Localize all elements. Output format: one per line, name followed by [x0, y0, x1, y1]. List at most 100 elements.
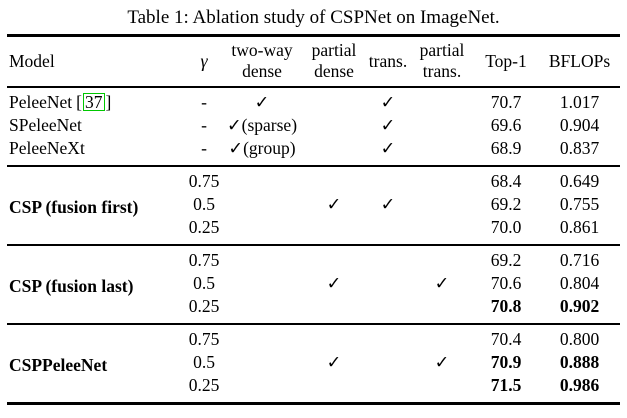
- table-row: SPeleeNet - ✓(sparse) ✓ 69.6 0.904: [7, 114, 620, 137]
- cell-gamma: 0.5: [193, 273, 215, 293]
- cell-partial-trans: [411, 245, 473, 272]
- cell-gamma: 0.75: [188, 329, 220, 349]
- cell-partial-dense: [303, 324, 365, 351]
- cell-top1: 71.5: [490, 375, 522, 395]
- table-row: CSP (fusion first) 0.75 68.4 0.649: [7, 166, 620, 217]
- cell-model: SPeleeNet: [9, 115, 82, 135]
- cell-top1: 68.9: [490, 138, 522, 158]
- cell-top1: 70.6: [490, 273, 522, 293]
- cell-bflops: 0.755: [559, 194, 600, 214]
- cell-trans: [365, 216, 411, 245]
- col-header-partial-trans: partial trans.: [419, 40, 465, 81]
- cell-bflops: 1.017: [559, 92, 600, 112]
- cell-partial-dense: ✓: [326, 352, 342, 372]
- cell-trans: ✓: [380, 194, 396, 214]
- col-header-two-way-dense: two-way dense: [231, 40, 293, 81]
- cell-gamma: 0.25: [188, 296, 220, 316]
- cell-bflops: 0.716: [559, 250, 600, 270]
- table-row: CSPPeleeNet 0.75 70.4 0.800: [7, 324, 620, 375]
- col-header-gamma: γ: [200, 50, 208, 71]
- col-header-trans: trans.: [368, 50, 408, 71]
- cell-gamma: 0.25: [188, 375, 220, 395]
- col-header-top1: Top-1: [485, 50, 527, 71]
- cell-two-way-dense: [221, 166, 303, 193]
- col-header-model: Model: [9, 50, 55, 71]
- table-row: PeleeNeXt - ✓(group) ✓ 68.9 0.837: [7, 137, 620, 166]
- cell-top1: 70.8: [490, 296, 522, 316]
- cell-bflops: 0.804: [559, 273, 600, 293]
- cell-two-way-dense: [221, 193, 303, 216]
- cell-partial-trans: [411, 193, 473, 216]
- cell-bflops: 0.861: [559, 217, 600, 237]
- cell-two-way-dense: ✓(sparse): [226, 115, 298, 135]
- cell-partial-dense: [303, 114, 365, 137]
- citation-link[interactable]: [37]: [76, 92, 111, 112]
- table-row: CSP (fusion last) 0.75 69.2 0.716: [7, 245, 620, 296]
- cell-trans: [365, 245, 411, 272]
- cell-top1: 68.4: [490, 171, 522, 191]
- table-row: 0.25 71.5 0.986: [7, 374, 620, 404]
- group-baselines: PeleeNet[37] - ✓ ✓ 70.7 1.017 SPeleeNet …: [7, 87, 620, 166]
- cell-two-way-dense: ✓: [254, 92, 270, 112]
- cell-gamma: 0.5: [193, 194, 215, 214]
- col-header-bflops: BFLOPs: [548, 50, 611, 71]
- table-row: PeleeNet[37] - ✓ ✓ 70.7 1.017: [7, 87, 620, 114]
- cell-partial-dense: [303, 374, 365, 404]
- cell-bflops: 0.904: [559, 115, 600, 135]
- cell-top1: 70.4: [490, 329, 522, 349]
- cell-gamma: 0.75: [188, 250, 220, 270]
- model-name: PeleeNet: [9, 92, 73, 112]
- cell-model-group: CSP (fusion last): [9, 275, 134, 296]
- cell-trans: [365, 272, 411, 295]
- cell-partial-dense: [303, 216, 365, 245]
- cell-partial-trans: ✓: [434, 273, 450, 293]
- cell-partial-trans: [411, 374, 473, 404]
- cell-bflops: 0.888: [559, 352, 600, 372]
- cell-partial-dense: [303, 245, 365, 272]
- cell-partial-trans: [411, 166, 473, 193]
- cell-partial-dense: [303, 295, 365, 324]
- cell-partial-dense: ✓: [326, 194, 342, 214]
- group-csp-fusion-last: CSP (fusion last) 0.75 69.2 0.716 0.5 ✓ …: [7, 245, 620, 324]
- cell-model-group: CSPPeleeNet: [9, 354, 108, 375]
- cell-two-way-dense: [221, 216, 303, 245]
- cell-bflops: 0.837: [559, 138, 600, 158]
- cell-model-group: CSP (fusion first): [9, 196, 139, 217]
- cell-partial-dense: [303, 87, 365, 114]
- cell-gamma: 0.5: [193, 352, 215, 372]
- cell-partial-trans: [411, 87, 473, 114]
- cell-two-way-dense: [221, 324, 303, 351]
- cite-bracket-close: ]: [105, 92, 112, 112]
- table-row: 0.5 ✓ ✓ 70.6 0.804: [7, 272, 620, 295]
- cell-gamma: 0.75: [188, 171, 220, 191]
- cell-two-way-dense: ✓(group): [228, 138, 296, 158]
- cell-gamma: -: [201, 115, 207, 135]
- cell-top1: 70.7: [490, 92, 522, 112]
- cell-partial-dense: [303, 166, 365, 193]
- cell-bflops: 0.986: [559, 375, 600, 395]
- cell-trans: ✓: [380, 138, 396, 158]
- cell-two-way-dense: [221, 374, 303, 404]
- group-csp-fusion-first: CSP (fusion first) 0.75 68.4 0.649 0.5 ✓…: [7, 166, 620, 245]
- cell-bflops: 0.800: [559, 329, 600, 349]
- cell-partial-trans: [411, 216, 473, 245]
- cite-bracket-open: [: [76, 92, 82, 112]
- table-row: 0.25 70.8 0.902: [7, 295, 620, 324]
- cell-top1: 69.2: [490, 194, 522, 214]
- group-csppeleenet: CSPPeleeNet 0.75 70.4 0.800 0.5 ✓ ✓ 70.9…: [7, 324, 620, 404]
- cell-gamma: -: [201, 92, 207, 112]
- cell-partial-trans: ✓: [434, 352, 450, 372]
- cell-two-way-dense: [221, 245, 303, 272]
- cell-two-way-dense: [221, 351, 303, 374]
- cell-trans: [365, 374, 411, 404]
- cell-trans: [365, 295, 411, 324]
- table-header: Model γ two-way dense partial dense tran…: [7, 36, 620, 88]
- cell-top1: 70.9: [490, 352, 522, 372]
- cell-top1: 69.6: [490, 115, 522, 135]
- cell-two-way-dense: [221, 272, 303, 295]
- cell-trans: ✓: [380, 92, 396, 112]
- cell-partial-dense: ✓: [326, 273, 342, 293]
- cell-bflops: 0.902: [559, 296, 600, 316]
- cell-gamma: 0.25: [188, 217, 220, 237]
